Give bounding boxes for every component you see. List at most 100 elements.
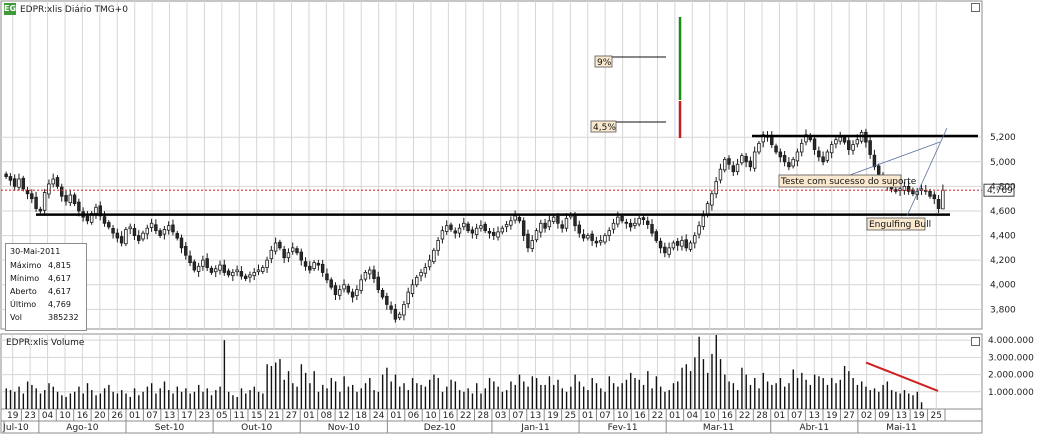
volume-bar bbox=[26, 381, 29, 409]
volume-bar bbox=[818, 376, 820, 409]
candle-body bbox=[509, 220, 513, 226]
candle-body bbox=[457, 227, 462, 234]
candle-body bbox=[453, 230, 457, 234]
volume-bar bbox=[873, 388, 876, 409]
candle-body bbox=[603, 235, 607, 243]
volume-bar bbox=[356, 391, 358, 409]
volume-bar bbox=[758, 388, 760, 409]
candle-body bbox=[928, 190, 932, 197]
volume-bar bbox=[471, 393, 474, 409]
candle-body bbox=[496, 231, 500, 238]
volume-bar bbox=[561, 388, 563, 409]
candle-body bbox=[539, 222, 543, 233]
volume-pane-title: EDPR:xlis Volume bbox=[6, 338, 85, 348]
volume-bar bbox=[334, 381, 337, 409]
volume-bar bbox=[381, 374, 384, 409]
volume-bar bbox=[741, 367, 743, 409]
candle-body bbox=[209, 267, 214, 273]
day-tick-label: 16 bbox=[721, 411, 733, 421]
volume-bar bbox=[604, 391, 606, 409]
candle-body bbox=[671, 242, 676, 249]
volume-bar bbox=[275, 362, 277, 409]
info-value: 4,769 bbox=[48, 300, 71, 309]
volume-bar bbox=[441, 391, 444, 409]
volume-bar bbox=[600, 388, 602, 409]
day-tick-label: 25 bbox=[931, 411, 942, 421]
volume-bar bbox=[454, 381, 457, 409]
candle-body bbox=[517, 216, 522, 222]
candle-body bbox=[201, 259, 205, 267]
candle-body bbox=[641, 217, 646, 220]
volume-bar bbox=[223, 340, 226, 409]
candle-body bbox=[427, 259, 432, 268]
info-row: Vol 385232 bbox=[10, 313, 84, 325]
candle-body bbox=[714, 181, 718, 195]
candle-body bbox=[252, 272, 256, 277]
candle-body bbox=[436, 240, 440, 251]
close-icon[interactable] bbox=[971, 337, 980, 346]
candle-body bbox=[68, 194, 73, 204]
support-callout-line bbox=[849, 141, 941, 176]
volume-bar bbox=[578, 381, 581, 409]
volume-bar bbox=[582, 386, 585, 409]
volume-bar bbox=[681, 367, 683, 409]
volume-bar bbox=[155, 393, 157, 409]
last-price-box bbox=[983, 183, 1015, 197]
volume-bar bbox=[420, 384, 422, 409]
volume-bar bbox=[403, 383, 405, 409]
volume-bar bbox=[565, 391, 568, 409]
volume-bar bbox=[292, 383, 294, 409]
volume-bar bbox=[270, 365, 273, 409]
price-tick-label: 4,000 bbox=[990, 281, 1016, 291]
candle-body bbox=[248, 274, 252, 278]
volume-bar bbox=[912, 395, 914, 409]
volume-bar bbox=[749, 384, 752, 409]
volume-bar bbox=[736, 390, 739, 409]
day-tick-label: 01 bbox=[669, 411, 680, 421]
day-tick-label: 15 bbox=[251, 411, 262, 421]
volume-bar bbox=[732, 383, 735, 409]
volume-bar bbox=[18, 386, 20, 409]
day-tick-label: 16 bbox=[634, 411, 646, 421]
volume-bar bbox=[433, 374, 435, 409]
candle-body bbox=[34, 196, 38, 209]
volume-bar bbox=[416, 383, 418, 409]
volume-bar bbox=[142, 391, 144, 409]
volume-bar bbox=[317, 391, 320, 409]
info-row: Aberto 4,617 bbox=[10, 287, 84, 299]
volume-bar bbox=[22, 393, 25, 409]
pct9-label: 9% bbox=[597, 58, 612, 68]
volume-bar bbox=[125, 393, 127, 409]
candle-body bbox=[530, 240, 534, 250]
candle-body bbox=[222, 264, 227, 273]
day-tick-label: 19 bbox=[547, 411, 559, 421]
volume-bar bbox=[591, 378, 593, 409]
volume-bar bbox=[467, 388, 469, 409]
candle-body bbox=[243, 275, 248, 279]
candle-body bbox=[389, 305, 393, 310]
volume-bar bbox=[399, 386, 401, 409]
volume-bar bbox=[300, 364, 303, 409]
volume-bar bbox=[394, 374, 397, 409]
candle-body bbox=[432, 249, 436, 263]
month-tick-label: Mar-11 bbox=[703, 423, 734, 433]
day-tick-label: 16 bbox=[77, 411, 89, 421]
volume-bar bbox=[843, 365, 846, 409]
candle-body bbox=[316, 262, 321, 266]
volume-bar bbox=[788, 383, 790, 409]
volume-bar bbox=[202, 391, 204, 409]
volume-bar bbox=[262, 393, 264, 409]
volume-bar bbox=[659, 386, 662, 409]
volume-tick-label: 2.000.000 bbox=[988, 371, 1034, 381]
volume-bar bbox=[668, 390, 670, 409]
candle-body bbox=[72, 194, 77, 205]
candle-body bbox=[419, 272, 423, 277]
candle-body bbox=[21, 177, 25, 190]
volume-bar bbox=[56, 391, 59, 409]
candle-body bbox=[611, 222, 616, 230]
candle-body bbox=[663, 246, 667, 254]
volume-bar bbox=[848, 371, 850, 409]
candle-body bbox=[329, 279, 333, 288]
day-tick-label: 25 bbox=[565, 411, 576, 421]
close-icon[interactable] bbox=[971, 3, 980, 12]
